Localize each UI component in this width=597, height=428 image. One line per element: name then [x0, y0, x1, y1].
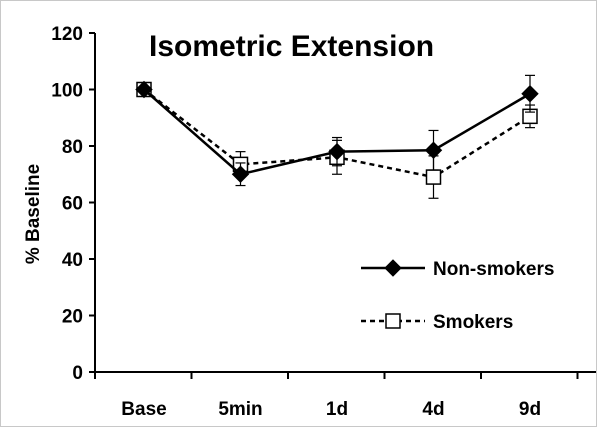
- y-tick-label: 40: [62, 250, 83, 271]
- legend: Non-smokers Smokers: [361, 259, 554, 333]
- data-point: [231, 165, 250, 183]
- data-point: [521, 85, 539, 103]
- x-tick-label: 5min: [218, 399, 262, 420]
- legend-swatch-marker: [385, 313, 401, 329]
- y-tick-label: 100: [51, 81, 83, 102]
- series-layer: [135, 74, 539, 199]
- data-point: [328, 142, 346, 161]
- series-non-smokers: [135, 74, 539, 187]
- chart-title: Isometric Extension: [149, 30, 434, 63]
- y-tick-label: 80: [62, 137, 83, 158]
- x-tick-label: 4d: [422, 399, 444, 420]
- y-axis-title: % Baseline: [23, 164, 44, 264]
- y-tick-label: 20: [62, 307, 83, 328]
- y-tick-label: 120: [51, 24, 83, 45]
- legend-label: Smokers: [433, 312, 513, 333]
- data-point: [424, 141, 443, 159]
- y-tick-label: 60: [62, 194, 83, 215]
- x-tick-label: Base: [121, 399, 166, 420]
- y-tick-label: 0: [72, 363, 83, 384]
- legend-label: Non-smokers: [433, 259, 554, 280]
- x-tick-label: 1d: [326, 399, 348, 420]
- legend-swatch-marker: [384, 259, 402, 277]
- axes: 0 20 40 60 80 100 120 Base 5min 1d 4d 9d: [51, 24, 596, 420]
- legend-item-non-smokers: Non-smokers: [361, 259, 554, 280]
- x-tick-label: 9d: [519, 399, 541, 420]
- data-point: [425, 169, 442, 185]
- legend-item-smokers: Smokers: [361, 312, 513, 333]
- data-point: [135, 80, 153, 99]
